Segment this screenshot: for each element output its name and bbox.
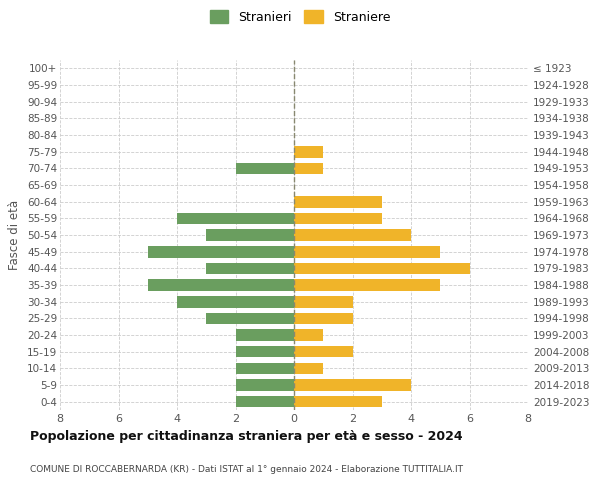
Bar — [294, 229, 411, 241]
Legend: Stranieri, Straniere: Stranieri, Straniere — [206, 6, 394, 28]
Bar — [294, 196, 382, 207]
Bar — [294, 296, 353, 308]
Bar — [177, 212, 294, 224]
Bar — [294, 262, 470, 274]
Bar — [294, 379, 411, 391]
Bar — [235, 396, 294, 407]
Bar — [206, 312, 294, 324]
Bar — [235, 162, 294, 174]
Y-axis label: Fasce di età: Fasce di età — [8, 200, 22, 270]
Y-axis label: Anni di nascita: Anni di nascita — [596, 192, 600, 278]
Bar — [206, 262, 294, 274]
Bar — [148, 279, 294, 291]
Bar — [206, 229, 294, 241]
Bar — [235, 379, 294, 391]
Bar — [294, 162, 323, 174]
Bar — [235, 329, 294, 341]
Bar — [294, 146, 323, 158]
Bar — [235, 362, 294, 374]
Bar — [294, 212, 382, 224]
Bar — [294, 362, 323, 374]
Bar — [294, 329, 323, 341]
Text: COMUNE DI ROCCABERNARDA (KR) - Dati ISTAT al 1° gennaio 2024 - Elaborazione TUTT: COMUNE DI ROCCABERNARDA (KR) - Dati ISTA… — [30, 465, 463, 474]
Bar — [294, 312, 353, 324]
Bar — [294, 246, 440, 258]
Bar — [235, 346, 294, 358]
Bar — [294, 346, 353, 358]
Bar — [177, 296, 294, 308]
Text: Popolazione per cittadinanza straniera per età e sesso - 2024: Popolazione per cittadinanza straniera p… — [30, 430, 463, 443]
Bar — [294, 396, 382, 407]
Bar — [148, 246, 294, 258]
Bar — [294, 279, 440, 291]
